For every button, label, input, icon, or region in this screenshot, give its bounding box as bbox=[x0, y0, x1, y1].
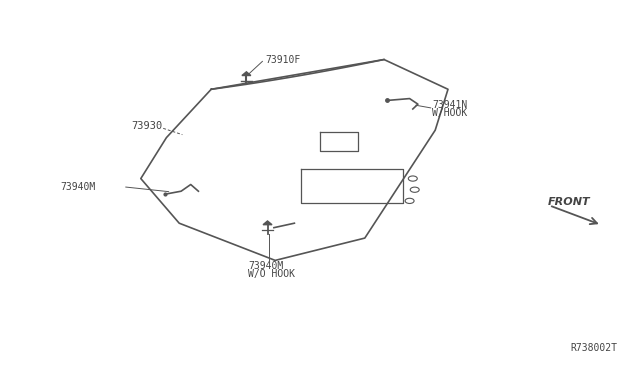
Text: 73940M: 73940M bbox=[61, 182, 96, 192]
Text: FRONT: FRONT bbox=[548, 197, 591, 206]
Text: W/HOOK: W/HOOK bbox=[432, 109, 467, 118]
Text: 73941N: 73941N bbox=[432, 100, 467, 110]
Text: 73910F: 73910F bbox=[266, 55, 301, 64]
Text: R738002T: R738002T bbox=[571, 343, 618, 353]
Text: W/O HOOK: W/O HOOK bbox=[248, 269, 295, 279]
Text: 73930: 73930 bbox=[131, 122, 163, 131]
Polygon shape bbox=[242, 72, 251, 76]
Polygon shape bbox=[263, 221, 272, 225]
Text: 73940M: 73940M bbox=[248, 261, 284, 271]
